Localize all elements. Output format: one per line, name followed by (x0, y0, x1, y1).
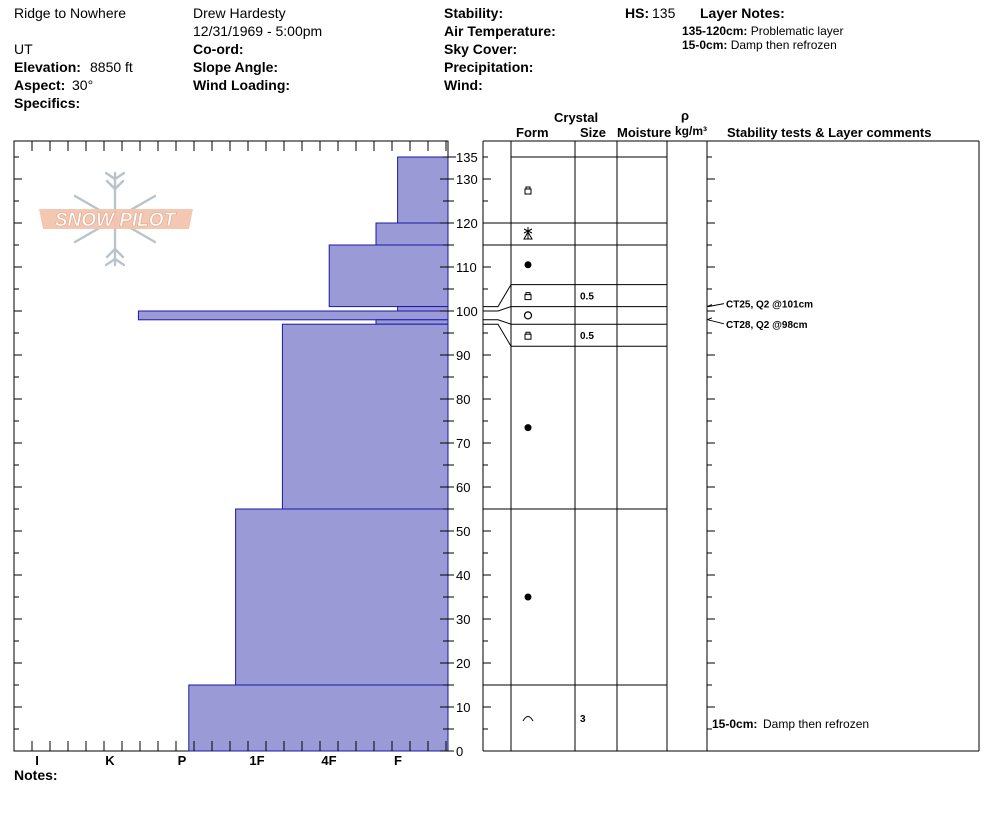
observer-name: Drew Hardesty (193, 5, 286, 21)
aspect-value: 30° (72, 77, 94, 93)
depth-label: 80 (456, 392, 470, 407)
rounded-grain-icon (524, 593, 532, 601)
hardness-label: 4F (321, 753, 336, 768)
layer-comment-range: 15-0cm: (712, 717, 758, 731)
hardness-bar (397, 156, 449, 224)
precipitation-label: Precipitation: (444, 59, 534, 75)
grain-rows: 0.5 0.5 3 (483, 156, 667, 725)
form-header: Form (516, 125, 549, 140)
hardness-bar (281, 323, 449, 510)
hardness-bar (375, 222, 449, 246)
elevation-label: Elevation: (14, 59, 81, 75)
density-rho-header: ρ (681, 108, 690, 123)
layer-connector (483, 323, 512, 347)
grain-size-value: 0.5 (580, 292, 594, 303)
layer-comment-text: Damp then refrozen (763, 717, 870, 731)
hardness-bar (188, 684, 449, 752)
crust-grain-icon (522, 716, 534, 722)
axis-ticks (13, 141, 715, 752)
layer-note-range: 135-120cm: (682, 24, 748, 38)
layer-connector (483, 319, 512, 325)
depth-label: 50 (456, 524, 470, 539)
surface-hoar-grain-icon (523, 227, 533, 240)
faceted-grain-icon (524, 331, 532, 340)
density-unit-header: kg/m³ (675, 124, 708, 138)
stability-test-leader (707, 303, 725, 308)
depth-label: 70 (456, 436, 470, 451)
faceted-grain-icon (524, 186, 532, 195)
depth-label: 135 (456, 150, 478, 165)
depth-label: 10 (456, 700, 470, 715)
notes-label: Notes: (14, 767, 58, 783)
depth-label: 0 (456, 744, 463, 759)
depth-label: 30 (456, 612, 470, 627)
grain-size-value: 0.5 (580, 331, 594, 342)
layer-note-range: 15-0cm: (682, 38, 728, 52)
hardness-bar (397, 306, 449, 312)
faceted-grain-icon (524, 292, 532, 301)
depth-label: 90 (456, 348, 470, 363)
hs-label: HS: (625, 5, 650, 21)
stability-test-label: CT25, Q2 @101cm (726, 300, 813, 311)
stability-test-label: CT28, Q2 @98cm (726, 320, 808, 331)
air-temperature-label: Air Temperature: (444, 23, 556, 39)
layer-note-2: 15-0cm: Damp then refrozen (682, 38, 837, 52)
depth-label: 120 (456, 216, 478, 231)
layer-connector (483, 306, 512, 312)
depth-label: 60 (456, 480, 470, 495)
depth-label: 40 (456, 568, 470, 583)
observation-datetime: 12/31/1969 - 5:00pm (193, 23, 323, 39)
moisture-header: Moisture (617, 125, 672, 140)
depth-axis-labels: 0 10 20 30 40 50 60 70 80 90 100 110 120 130 135 (448, 150, 478, 759)
sky-cover-label: Sky Cover: (444, 41, 518, 57)
hardness-label: F (394, 753, 402, 768)
size-header: Size (580, 125, 607, 140)
grain-size-value: 3 (580, 714, 586, 725)
stability-test-leader (707, 319, 725, 325)
layer-note-text: Damp then refrozen (730, 38, 837, 52)
hardness-label: 1F (249, 753, 264, 768)
depth-label: 110 (456, 260, 477, 275)
stability-label: Stability: (444, 5, 504, 21)
hs-value: 135 (652, 5, 676, 21)
rounded-grain-icon (524, 261, 532, 269)
layer-connector (483, 284, 512, 308)
crystal-header: Crystal (554, 110, 599, 125)
hardness-bar (235, 508, 449, 686)
hardness-bar (328, 244, 449, 308)
elevation-value: 8850 ft (90, 59, 133, 75)
wind-loading-label: Wind Loading: (193, 77, 291, 93)
layer-note-text: Problematic layer (750, 24, 844, 38)
snowpilot-logo: SNOW PILOT (39, 171, 193, 267)
specifics-label: Specifics: (14, 95, 81, 111)
hardness-label: K (105, 753, 115, 768)
hardness-bar (375, 319, 449, 325)
logo-text: SNOW PILOT (55, 210, 177, 231)
hardness-bars (137, 156, 449, 752)
melt-freeze-grain-icon (523, 311, 533, 320)
stability-test-pointer (706, 317, 713, 321)
depth-label: 100 (456, 304, 478, 319)
layer-note-1: 135-120cm: Problematic layer (682, 24, 843, 38)
state: UT (14, 41, 33, 57)
hardness-label: I (35, 753, 39, 768)
depth-label: 130 (456, 172, 478, 187)
hardness-axis-labels: I K P 1F 4F F (35, 753, 402, 768)
slope-angle-label: Slope Angle: (193, 59, 279, 75)
hardness-bar (137, 310, 449, 321)
depth-label: 20 (456, 656, 470, 671)
location-name: Ridge to Nowhere (14, 5, 127, 21)
hardness-label: P (178, 753, 187, 768)
coord-label: Co-ord: (193, 41, 244, 57)
stability-test-pointer (706, 304, 713, 308)
wind-label: Wind: (444, 77, 483, 93)
rounded-grain-icon (524, 424, 532, 432)
aspect-label: Aspect: (14, 77, 66, 93)
comments-header: Stability tests & Layer comments (727, 125, 932, 140)
layer-notes-label: Layer Notes: (700, 5, 785, 21)
stability-tests: CT25, Q2 @101cm CT28, Q2 @98cm (706, 300, 813, 331)
